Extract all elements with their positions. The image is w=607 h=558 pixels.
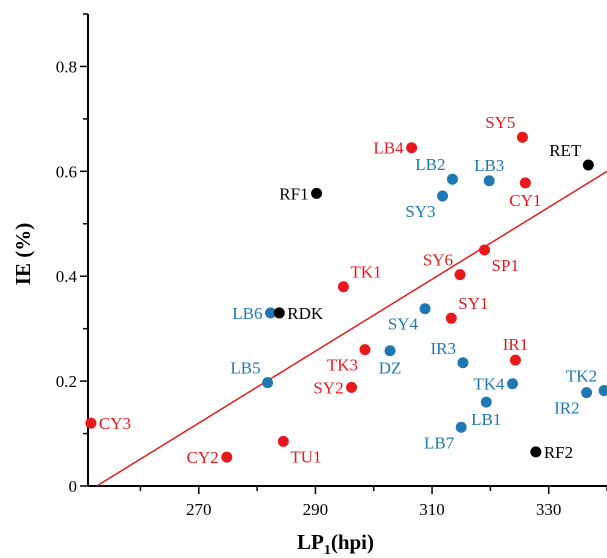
data-point bbox=[85, 417, 97, 429]
point-label: SY6 bbox=[423, 251, 453, 270]
data-point bbox=[519, 177, 531, 189]
y-tick-label: 0.6 bbox=[56, 162, 77, 181]
point-label: LB1 bbox=[471, 410, 501, 429]
data-point bbox=[359, 344, 371, 356]
point-label: RF2 bbox=[544, 443, 573, 462]
data-point bbox=[277, 435, 289, 447]
data-point bbox=[582, 159, 594, 171]
x-tick-label: 290 bbox=[303, 500, 329, 519]
data-point bbox=[311, 187, 323, 199]
data-point bbox=[530, 446, 542, 458]
data-point bbox=[262, 377, 274, 389]
x-axis-title: LP1(hpi) bbox=[297, 530, 374, 558]
point-label: CY1 bbox=[509, 191, 541, 210]
point-label: DZ bbox=[379, 359, 402, 378]
data-point bbox=[457, 357, 469, 369]
point-label: SY2 bbox=[313, 378, 343, 397]
point-label: CY2 bbox=[187, 448, 219, 467]
data-point bbox=[581, 387, 593, 399]
data-point bbox=[445, 312, 457, 324]
point-label: LB6 bbox=[232, 304, 262, 323]
point-label: IR3 bbox=[430, 339, 456, 358]
x-tick-label: 330 bbox=[536, 500, 562, 519]
data-point bbox=[273, 307, 285, 319]
y-tick-label: 0.4 bbox=[56, 267, 78, 286]
point-label: CY3 bbox=[99, 414, 131, 433]
data-point bbox=[346, 381, 358, 393]
x-tick-label: 310 bbox=[419, 500, 445, 519]
data-point bbox=[221, 451, 233, 463]
data-point bbox=[483, 175, 495, 187]
y-axis-title: IE (%) bbox=[11, 223, 35, 285]
data-point bbox=[437, 190, 449, 202]
x-axis-title-subscript: 1 bbox=[324, 543, 331, 558]
x-axis-title-unit: (hpi) bbox=[331, 530, 374, 554]
data-point bbox=[446, 173, 458, 185]
point-label: TK1 bbox=[350, 263, 381, 282]
data-point bbox=[507, 378, 519, 390]
point-label: TK4 bbox=[473, 375, 505, 394]
point-label: IR2 bbox=[554, 399, 580, 418]
x-tick-label: 270 bbox=[186, 500, 212, 519]
point-label: RDK bbox=[287, 304, 324, 323]
point-label: LB3 bbox=[474, 156, 504, 175]
data-point bbox=[509, 354, 521, 366]
x-axis-title-main: LP bbox=[297, 530, 324, 554]
data-point bbox=[406, 142, 418, 154]
data-point bbox=[454, 269, 466, 281]
point-label: LB5 bbox=[230, 359, 260, 378]
point-label: LB4 bbox=[373, 139, 404, 158]
y-tick-label: 0.2 bbox=[56, 372, 77, 391]
point-label: RET bbox=[549, 141, 582, 160]
point-label: SY4 bbox=[388, 315, 419, 334]
point-label: SP1 bbox=[492, 256, 519, 275]
data-point bbox=[265, 307, 277, 319]
axes bbox=[87, 14, 607, 487]
data-point bbox=[419, 303, 431, 315]
y-tick-label: 0.8 bbox=[56, 57, 77, 76]
data-point bbox=[598, 385, 607, 397]
point-label: TK3 bbox=[327, 356, 358, 375]
point-label: LB7 bbox=[424, 433, 455, 452]
data-point bbox=[455, 421, 467, 433]
point-label: IR1 bbox=[503, 335, 529, 354]
data-point bbox=[480, 396, 492, 408]
y-tick-label: 0 bbox=[69, 477, 78, 496]
data-point bbox=[479, 244, 491, 256]
data-point bbox=[384, 345, 396, 357]
point-label: TU1 bbox=[290, 447, 321, 466]
regression-line bbox=[96, 170, 607, 487]
point-label: SY1 bbox=[458, 294, 488, 313]
point-label: RF1 bbox=[279, 184, 308, 203]
point-label: TK2 bbox=[566, 367, 597, 386]
data-points: CY3 CY2 TU1 LB5 LB6 RDK RF1 TK1 SY2 TK3 DZ LB4 SY4 SY… bbox=[85, 113, 607, 467]
ticks: 270 290 310 330 0 0.2 0.4 0.6 0.8 bbox=[56, 13, 607, 519]
data-point bbox=[337, 281, 349, 293]
data-point bbox=[516, 131, 528, 143]
point-label: SY5 bbox=[485, 113, 515, 132]
point-label: LB2 bbox=[415, 155, 445, 174]
point-label: SY3 bbox=[405, 202, 435, 221]
